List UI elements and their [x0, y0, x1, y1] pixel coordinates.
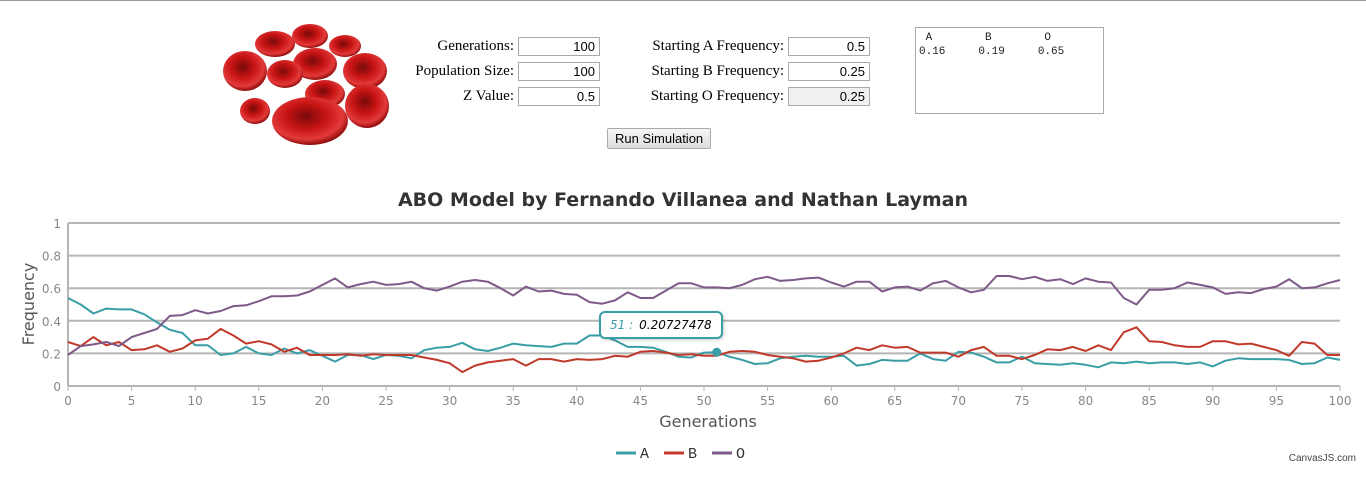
y-tick-label: 0.2	[42, 347, 61, 361]
start-b-input[interactable]	[788, 62, 870, 81]
red-blood-cells-image	[223, 24, 389, 145]
y-tick-label: 1	[53, 217, 61, 231]
series-line-b	[67, 326, 1340, 374]
tooltip-value: 0.20727478	[639, 318, 712, 332]
x-tick-label: 95	[1269, 394, 1284, 408]
highlighted-point	[712, 347, 722, 357]
x-tick-label: 10	[188, 394, 203, 408]
x-tick-label: 0	[64, 394, 72, 408]
start-o-label: Starting O Frequency:	[650, 88, 784, 104]
start-a-label: Starting A Frequency:	[652, 38, 784, 54]
generations-input[interactable]	[518, 37, 600, 56]
x-tick-label: 20	[315, 394, 330, 408]
legend-label-b: B	[688, 446, 697, 463]
x-tick-label: 75	[1014, 394, 1029, 408]
y-tick-label: 0	[53, 380, 61, 394]
x-tick-label: 5	[128, 394, 136, 408]
x-tick-label: 15	[251, 394, 266, 408]
x-tick-label: 55	[760, 394, 775, 408]
y-tick-label: 0.6	[42, 282, 61, 296]
population-size-label: Population Size:	[415, 63, 514, 79]
z-value-input[interactable]	[518, 87, 600, 106]
start-o-input[interactable]	[788, 87, 870, 106]
generations-label: Generations:	[437, 38, 514, 54]
x-tick-label: 65	[887, 394, 902, 408]
simulation-params-right: Starting A Frequency: Starting B Frequen…	[630, 34, 870, 109]
population-size-input[interactable]	[518, 62, 600, 81]
tooltip-key: 51 :	[610, 318, 634, 332]
x-tick-label: 90	[1205, 394, 1220, 408]
series-line-o	[67, 275, 1341, 356]
x-tick-label: 30	[442, 394, 457, 408]
x-tick-label: 25	[378, 394, 393, 408]
legend-label-o: O	[736, 446, 745, 463]
x-tick-label: 85	[1142, 394, 1157, 408]
series-line-a	[67, 297, 1341, 369]
x-tick-label: 45	[633, 394, 648, 408]
x-tick-label: 80	[1078, 394, 1093, 408]
x-tick-label: 50	[696, 394, 711, 408]
y-tick-label: 0.8	[42, 250, 61, 264]
x-tick-label: 70	[951, 394, 966, 408]
chart-tooltip: 51 : 0.20727478	[599, 311, 723, 339]
legend-label-a: A	[640, 446, 649, 463]
y-tick-label: 0.4	[42, 315, 61, 329]
results-textarea[interactable]: A B O 0.16 0.19 0.65	[915, 27, 1104, 114]
x-tick-label: 35	[506, 394, 521, 408]
run-simulation-button[interactable]: Run Simulation	[607, 128, 712, 149]
y-axis-title: Frequency	[19, 263, 38, 346]
x-tick-label: 40	[569, 394, 584, 408]
canvasjs-credit[interactable]: CanvasJS.com	[1288, 453, 1356, 464]
chart-title: ABO Model by Fernando Villanea and Natha…	[398, 189, 968, 211]
x-axis-title: Generations	[659, 412, 757, 431]
start-a-input[interactable]	[788, 37, 870, 56]
x-tick-label: 60	[824, 394, 839, 408]
simulation-params-left: Generations: Population Size: Z Value:	[400, 34, 600, 109]
z-value-label: Z Value:	[463, 88, 514, 104]
start-b-label: Starting B Frequency:	[651, 63, 784, 79]
x-tick-label: 100	[1329, 394, 1352, 408]
